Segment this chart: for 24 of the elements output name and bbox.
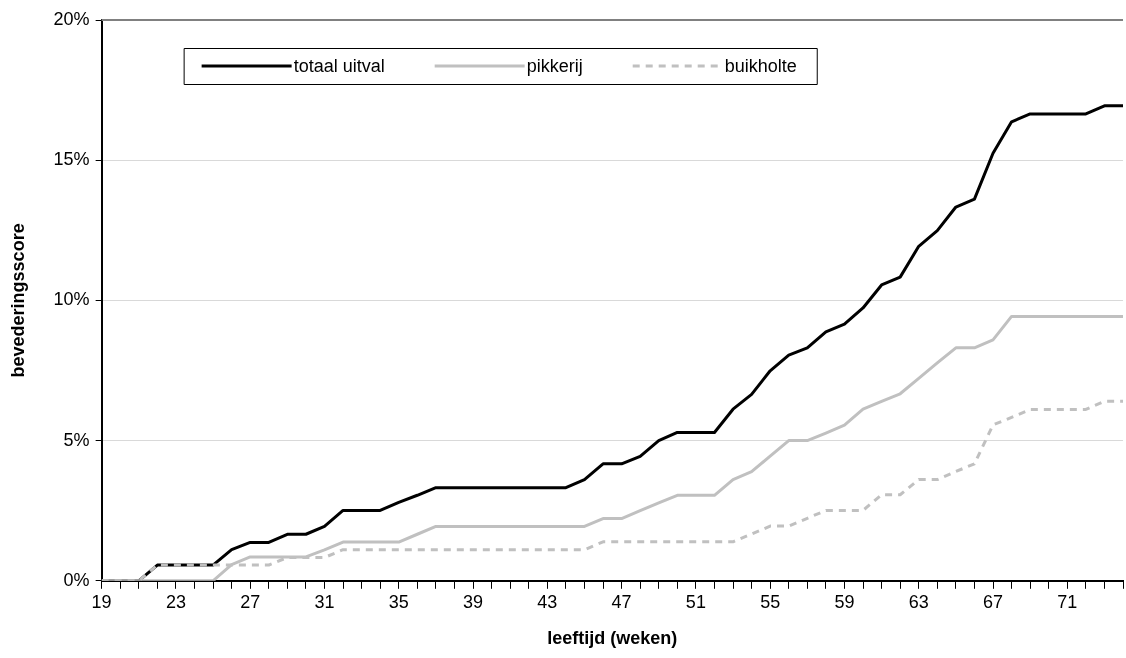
y-tick-label: 0% bbox=[63, 569, 90, 590]
x-tick-label: 55 bbox=[760, 591, 781, 612]
y-tick-label: 5% bbox=[63, 429, 90, 450]
y-tick-label: 10% bbox=[53, 289, 90, 310]
x-tick-label: 23 bbox=[165, 591, 186, 612]
legend-label: buikholte bbox=[724, 55, 797, 76]
y-tick-label: 15% bbox=[53, 149, 90, 170]
x-axis-title: leeftijd (weken) bbox=[547, 628, 678, 649]
y-axis-title: bevederingsscore bbox=[7, 223, 28, 378]
x-tick-label: 67 bbox=[982, 591, 1004, 612]
legend-label: pikkerij bbox=[526, 55, 583, 76]
x-tick-label: 35 bbox=[388, 591, 409, 612]
x-tick-label: 27 bbox=[240, 591, 261, 612]
x-tick-label: 43 bbox=[537, 591, 558, 612]
x-tick-label: 39 bbox=[463, 591, 484, 612]
x-tick-label: 63 bbox=[908, 591, 929, 612]
y-tick-label: 20% bbox=[53, 8, 90, 29]
legend-label: totaal uitval bbox=[293, 55, 385, 76]
x-tick-label: 31 bbox=[314, 591, 335, 612]
x-tick-label: 19 bbox=[91, 591, 112, 612]
x-tick-label: 47 bbox=[611, 591, 632, 612]
x-tick-label: 71 bbox=[1057, 591, 1078, 612]
x-tick-label: 51 bbox=[685, 591, 706, 612]
x-tick-label: 59 bbox=[834, 591, 855, 612]
